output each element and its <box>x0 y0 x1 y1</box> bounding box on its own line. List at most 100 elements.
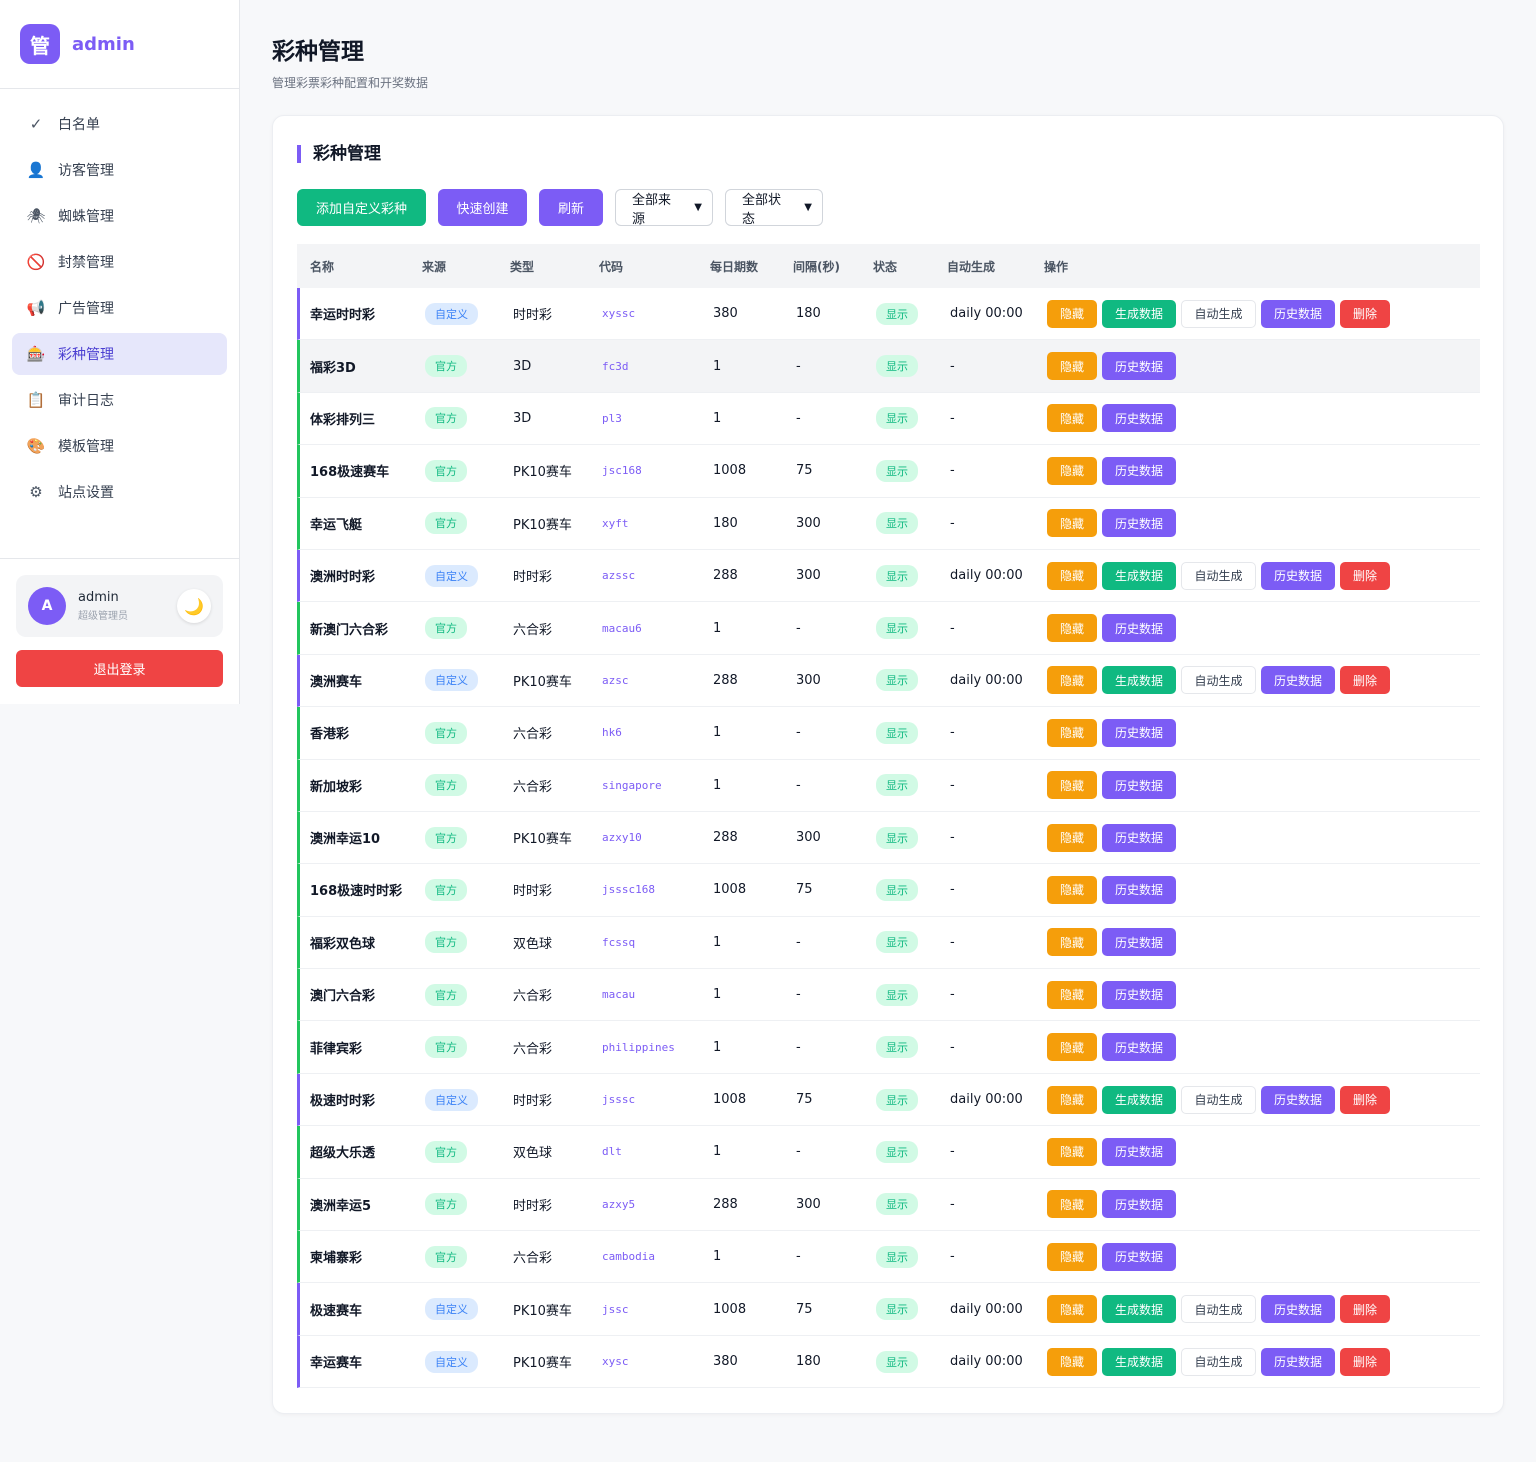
header-code: 代码 <box>599 259 624 274</box>
auto-generate: - <box>950 1249 955 1265</box>
delete-button[interactable]: 删除 <box>1340 1085 1390 1114</box>
history-data-button[interactable]: 历史数据 <box>1102 614 1176 643</box>
hide-button[interactable]: 隐藏 <box>1047 404 1097 433</box>
delete-button[interactable]: 删除 <box>1340 299 1390 328</box>
hide-button[interactable]: 隐藏 <box>1047 352 1097 381</box>
hide-button[interactable]: 隐藏 <box>1047 299 1097 328</box>
generate-data-button[interactable]: 生成数据 <box>1102 666 1176 695</box>
generate-data-button[interactable]: 生成数据 <box>1102 299 1176 328</box>
table-row: 极速时时彩 自定义 时时彩 jsssc 1008 75 显示 daily 00:00 隐藏 生成数… <box>297 1073 1480 1127</box>
hide-button[interactable]: 隐藏 <box>1047 614 1097 643</box>
hide-button[interactable]: 隐藏 <box>1047 875 1097 904</box>
sidebar-item[interactable]: ⚙ 站点设置 <box>12 471 227 513</box>
delete-button[interactable]: 删除 <box>1340 1347 1390 1376</box>
sidebar-item[interactable]: ✓ 白名单 <box>12 103 227 145</box>
sidebar-item[interactable]: 📢 广告管理 <box>12 287 227 329</box>
lottery-name: 新加坡彩 <box>310 779 363 795</box>
table-body: 幸运时时彩 自定义 时时彩 xyssc 380 180 显示 daily 00:00 隐藏 生成数… <box>297 288 1480 1389</box>
history-data-button[interactable]: 历史数据 <box>1102 1242 1176 1271</box>
generate-data-button[interactable]: 生成数据 <box>1102 561 1176 590</box>
generate-data-button[interactable]: 生成数据 <box>1102 1347 1176 1376</box>
auto-generate: daily 00:00 <box>950 1354 1023 1369</box>
auto-generate-button[interactable]: 自动生成 <box>1181 1295 1256 1324</box>
sidebar-item[interactable]: 🚫 封禁管理 <box>12 241 227 283</box>
source-cell: 官方 <box>425 1140 513 1163</box>
hide-button[interactable]: 隐藏 <box>1047 1242 1097 1271</box>
history-data-button[interactable]: 历史数据 <box>1102 771 1176 800</box>
delete-button[interactable]: 删除 <box>1340 1295 1390 1324</box>
auto-generate-button[interactable]: 自动生成 <box>1181 561 1256 590</box>
history-data-button[interactable]: 历史数据 <box>1102 928 1176 957</box>
status-badge: 显示 <box>876 774 918 797</box>
history-data-button[interactable]: 历史数据 <box>1261 1295 1335 1324</box>
auto-generate-button[interactable]: 自动生成 <box>1181 666 1256 695</box>
hide-button[interactable]: 隐藏 <box>1047 509 1097 538</box>
history-data-button[interactable]: 历史数据 <box>1102 456 1176 485</box>
hide-button[interactable]: 隐藏 <box>1047 666 1097 695</box>
lottery-name: 极速赛车 <box>310 1303 363 1319</box>
history-data-button[interactable]: 历史数据 <box>1102 404 1176 433</box>
table-row: 体彩排列三 官方 3D pl3 1 - 显示 - 隐藏 历史数据 <box>297 392 1480 446</box>
history-data-button[interactable]: 历史数据 <box>1102 1190 1176 1219</box>
source-filter-select[interactable]: 全部来源 ▼ <box>615 189 713 227</box>
lottery-code: philippines <box>602 1040 675 1054</box>
quick-create-button[interactable]: 快速创建 <box>438 189 527 226</box>
lottery-code: fc3d <box>602 359 629 373</box>
history-data-button[interactable]: 历史数据 <box>1102 875 1176 904</box>
sidebar-item[interactable]: 🕷 蜘蛛管理 <box>12 195 227 237</box>
sidebar-item[interactable]: 🎨 模板管理 <box>12 425 227 467</box>
hide-button[interactable]: 隐藏 <box>1047 1190 1097 1219</box>
history-data-button[interactable]: 历史数据 <box>1102 509 1176 538</box>
hide-button[interactable]: 隐藏 <box>1047 1033 1097 1062</box>
hide-button[interactable]: 隐藏 <box>1047 718 1097 747</box>
brand[interactable]: 管 admin <box>0 0 239 89</box>
auto-generate-button[interactable]: 自动生成 <box>1181 1347 1256 1376</box>
hide-button[interactable]: 隐藏 <box>1047 823 1097 852</box>
history-data-button[interactable]: 历史数据 <box>1102 1033 1176 1062</box>
lottery-code: jsssc <box>602 1093 636 1107</box>
status-badge: 显示 <box>876 1140 918 1163</box>
auto-generate-button[interactable]: 自动生成 <box>1181 1085 1256 1114</box>
lottery-code: azxy5 <box>602 1197 636 1211</box>
history-data-button[interactable]: 历史数据 <box>1102 823 1176 852</box>
daily-count: 1 <box>713 620 722 636</box>
sidebar-item[interactable]: 📋 审计日志 <box>12 379 227 421</box>
history-data-button[interactable]: 历史数据 <box>1102 1137 1176 1166</box>
history-data-button[interactable]: 历史数据 <box>1102 980 1176 1009</box>
history-data-button[interactable]: 历史数据 <box>1102 352 1176 381</box>
lottery-name: 超级大乐透 <box>310 1146 376 1162</box>
lottery-name: 幸运时时彩 <box>310 308 376 324</box>
history-data-button[interactable]: 历史数据 <box>1261 1085 1335 1114</box>
history-data-button[interactable]: 历史数据 <box>1261 561 1335 590</box>
hide-button[interactable]: 隐藏 <box>1047 1137 1097 1166</box>
delete-button[interactable]: 删除 <box>1340 561 1390 590</box>
sidebar-item[interactable]: 🎰 彩种管理 <box>12 333 227 375</box>
hide-button[interactable]: 隐藏 <box>1047 1347 1097 1376</box>
history-data-button[interactable]: 历史数据 <box>1261 299 1335 328</box>
interval-seconds: 75 <box>796 882 813 898</box>
hide-button[interactable]: 隐藏 <box>1047 1295 1097 1324</box>
generate-data-button[interactable]: 生成数据 <box>1102 1085 1176 1114</box>
hide-button[interactable]: 隐藏 <box>1047 1085 1097 1114</box>
hide-button[interactable]: 隐藏 <box>1047 771 1097 800</box>
brand-name: admin <box>72 33 135 55</box>
logout-button[interactable]: 退出登录 <box>16 650 223 687</box>
status-badge: 显示 <box>876 1088 918 1111</box>
generate-data-button[interactable]: 生成数据 <box>1102 1295 1176 1324</box>
auto-generate-button[interactable]: 自动生成 <box>1181 299 1256 328</box>
hide-button[interactable]: 隐藏 <box>1047 980 1097 1009</box>
hide-button[interactable]: 隐藏 <box>1047 456 1097 485</box>
add-custom-lottery-button[interactable]: 添加自定义彩种 <box>297 189 426 226</box>
hide-button[interactable]: 隐藏 <box>1047 928 1097 957</box>
ban-icon: 🚫 <box>26 253 46 271</box>
status-filter-select[interactable]: 全部状态 ▼ <box>725 189 823 227</box>
sidebar-item[interactable]: 👤 访客管理 <box>12 149 227 191</box>
history-data-button[interactable]: 历史数据 <box>1261 1347 1335 1376</box>
refresh-button[interactable]: 刷新 <box>539 189 603 226</box>
history-data-button[interactable]: 历史数据 <box>1261 666 1335 695</box>
auto-generate: daily 00:00 <box>950 1301 1023 1317</box>
delete-button[interactable]: 删除 <box>1340 666 1390 695</box>
history-data-button[interactable]: 历史数据 <box>1102 718 1176 747</box>
hide-button[interactable]: 隐藏 <box>1047 561 1097 590</box>
moon-icon[interactable]: 🌙 <box>177 589 211 623</box>
